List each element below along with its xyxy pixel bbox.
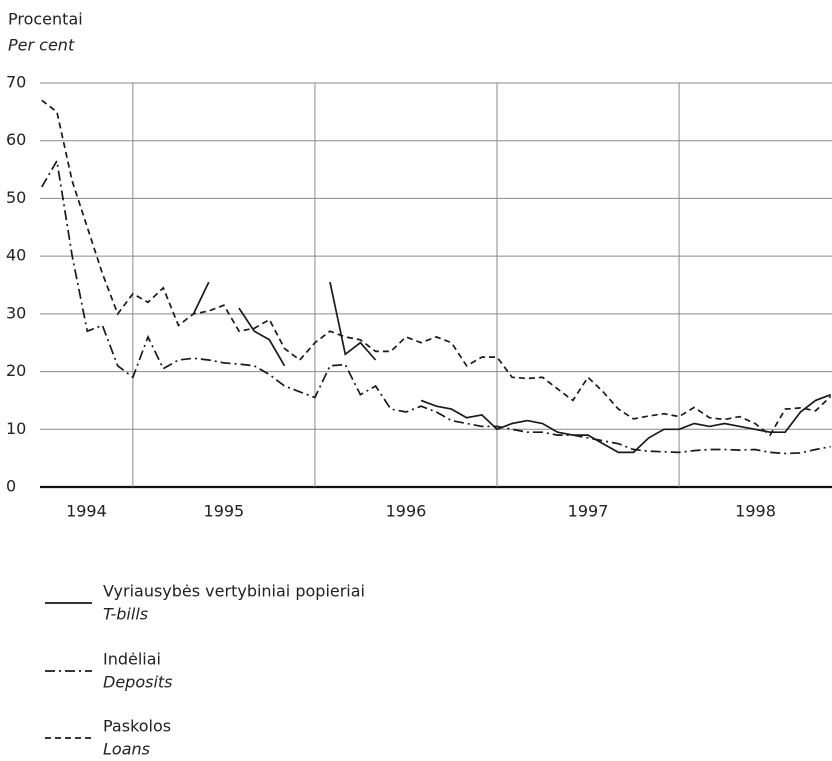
y-tick-label: 70	[6, 73, 26, 92]
y-tick-label: 30	[6, 303, 26, 322]
series-line	[192, 281, 832, 454]
y-axis-label: Procentai	[8, 10, 83, 29]
legend-label: Paskolos	[103, 717, 171, 736]
legend-label-en: T-bills	[103, 605, 148, 624]
series-line	[41, 158, 831, 455]
legend-label-en: Deposits	[103, 673, 173, 692]
y-tick-label: 0	[6, 477, 16, 496]
x-tick-label: 1997	[568, 502, 609, 521]
y-tick-label: 60	[6, 130, 26, 149]
y-tick-label: 40	[6, 246, 26, 265]
y-axis-label-en: Per cent	[8, 36, 75, 55]
x-tick-label: 1998	[735, 502, 776, 521]
x-tick-label: 1996	[386, 502, 427, 521]
x-tick-label: 1994	[66, 502, 107, 521]
y-tick-label: 50	[6, 188, 26, 207]
x-tick-label: 1995	[204, 502, 245, 521]
series-line	[41, 99, 832, 437]
y-tick-label: 20	[6, 361, 26, 380]
legend-label: Indėliai	[103, 650, 161, 669]
legend-label-en: Loans	[103, 740, 150, 759]
legend-label: Vyriausybės vertybiniai popieriai	[103, 582, 365, 601]
y-tick-label: 10	[6, 419, 26, 438]
